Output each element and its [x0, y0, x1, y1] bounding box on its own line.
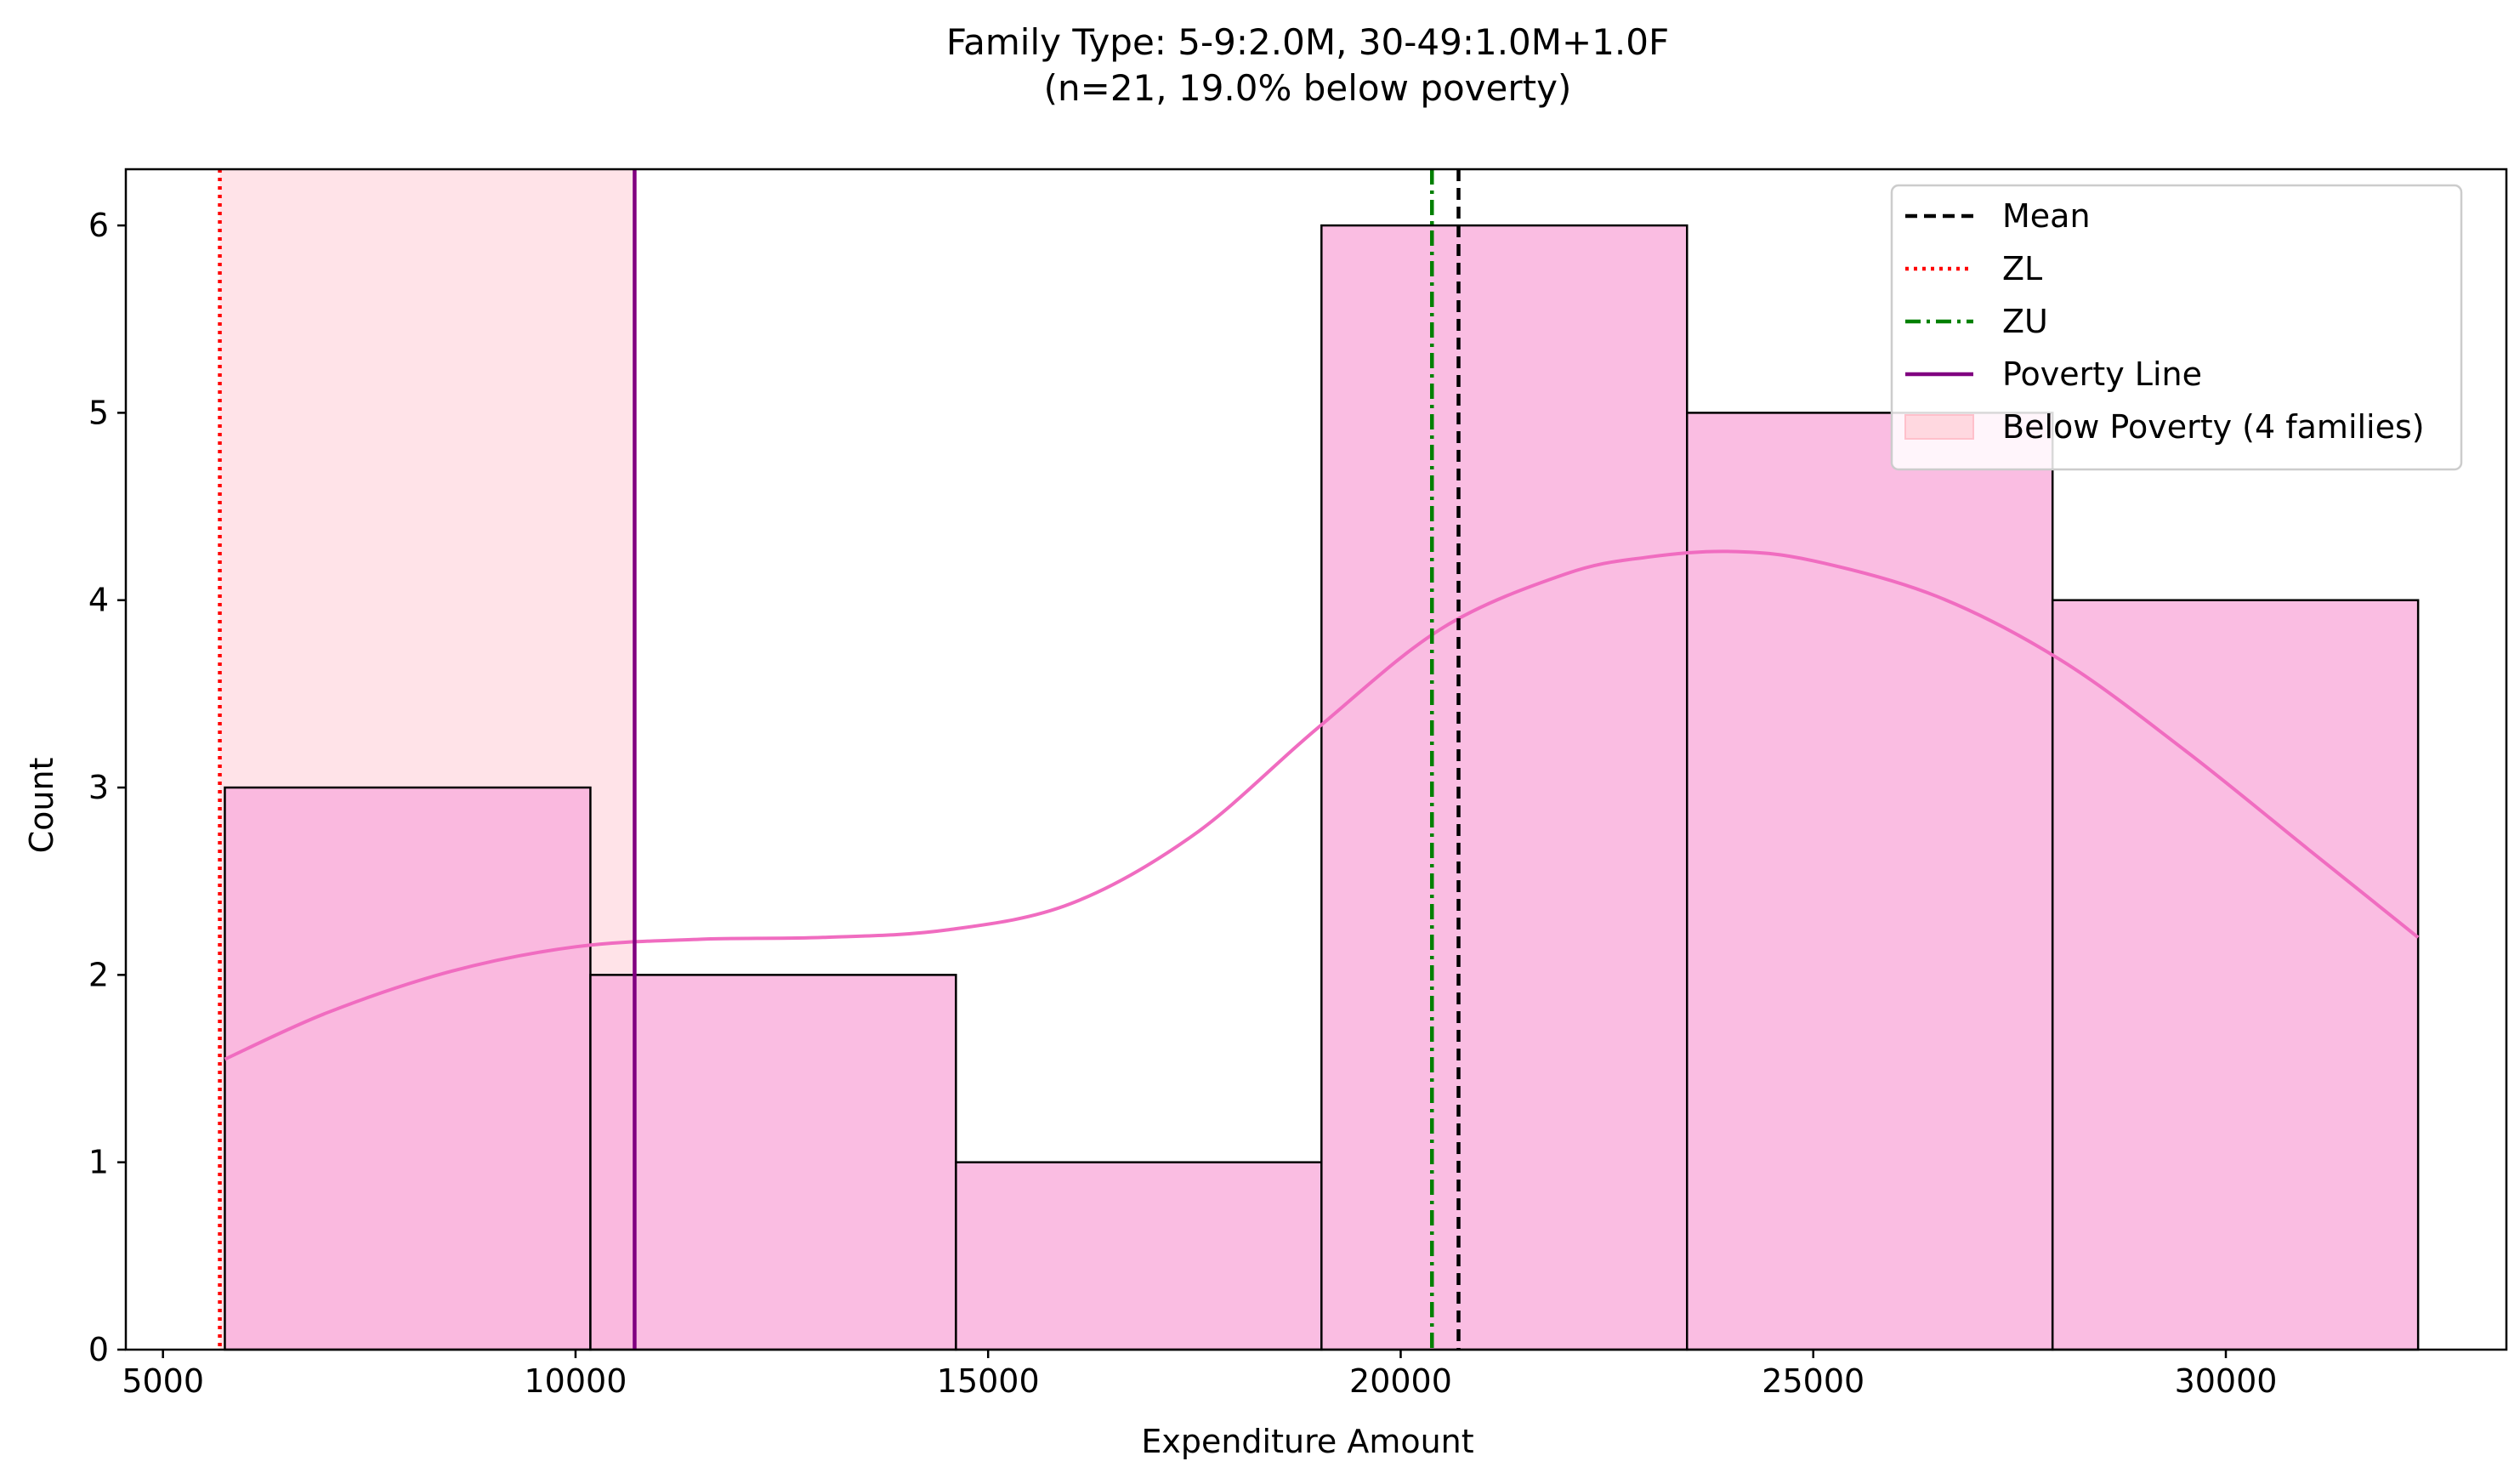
- legend-swatch: [1904, 414, 1974, 440]
- chart-subtitle: (n=21, 19.0% below poverty): [1044, 67, 1572, 109]
- x-tick-label: 5000: [122, 1362, 204, 1400]
- y-tick-label: 1: [88, 1144, 109, 1181]
- plot-area: Mean: 20,701ZL: 5,689ZU: 20,379Poverty: …: [88, 168, 2508, 1400]
- legend-box: [1890, 184, 2463, 471]
- y-tick-label: 3: [88, 769, 109, 806]
- y-tick-label: 5: [88, 394, 109, 431]
- histogram-bar: [589, 974, 957, 1351]
- y-tick-label: 6: [88, 207, 109, 244]
- histogram-bar: [224, 786, 592, 1351]
- kde-curve: [224, 549, 2420, 1061]
- y-tick-label: 0: [88, 1331, 109, 1368]
- x-axis-label: Expenditure Amount: [1141, 1423, 1473, 1460]
- chart-title: Family Type: 5-9:2.0M, 30-49:1.0M+1.0F: [946, 21, 1669, 63]
- x-tick-label: 25000: [1762, 1362, 1864, 1400]
- legend-label: Below Poverty (4 families): [2002, 408, 2425, 446]
- legend-label: Mean: [2002, 197, 2091, 235]
- legend-label: ZL: [2002, 250, 2042, 287]
- histogram-bar: [955, 1161, 1323, 1351]
- y-axis-label: Count: [23, 758, 60, 854]
- legend: Mean ZL ZU Poverty Line Below Poverty (4 fam…: [1890, 184, 2463, 471]
- x-tick-label: 30000: [2175, 1362, 2278, 1400]
- y-tick-label: 2: [88, 956, 109, 993]
- legend-label: ZU: [2002, 303, 2048, 340]
- histogram-bar: [2051, 599, 2420, 1351]
- x-tick-label: 10000: [524, 1362, 627, 1400]
- legend-label: Poverty Line: [2002, 355, 2202, 393]
- x-tick-label: 20000: [1349, 1362, 1452, 1400]
- histogram-bar: [1320, 224, 1689, 1351]
- x-tick-label: 15000: [937, 1362, 1040, 1400]
- axes-frame: [124, 168, 2508, 1351]
- y-tick-label: 4: [88, 582, 109, 619]
